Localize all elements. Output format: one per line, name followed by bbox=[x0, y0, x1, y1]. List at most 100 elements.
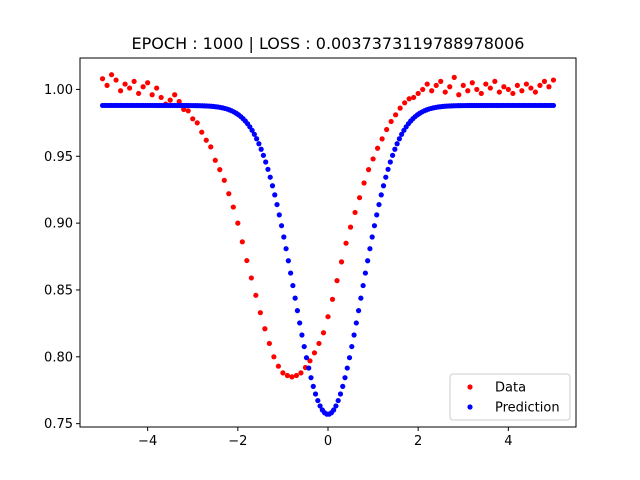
data-point bbox=[424, 81, 430, 87]
data-point bbox=[397, 105, 403, 111]
prediction-point bbox=[317, 403, 323, 409]
legend-box bbox=[449, 373, 571, 421]
data-point bbox=[347, 224, 354, 230]
data-point bbox=[262, 326, 268, 332]
data-point bbox=[420, 86, 426, 93]
prediction-point bbox=[362, 270, 368, 276]
prediction-point bbox=[281, 234, 287, 240]
x-tick-label: 0 bbox=[324, 434, 332, 449]
legend-label: Prediction bbox=[495, 401, 560, 416]
data-point bbox=[230, 204, 236, 210]
data-point bbox=[487, 85, 493, 91]
data-point bbox=[221, 177, 227, 183]
prediction-point bbox=[251, 131, 257, 137]
prediction-point bbox=[367, 246, 373, 252]
prediction-point bbox=[306, 365, 312, 371]
y-tick-label: 0.80 bbox=[44, 350, 73, 365]
prediction-point bbox=[278, 223, 285, 229]
prediction-point bbox=[387, 159, 393, 165]
data-point bbox=[167, 97, 173, 103]
x-tick-label: 4 bbox=[504, 434, 512, 449]
prediction-point bbox=[358, 295, 364, 301]
data-point bbox=[365, 167, 372, 173]
x-tick-label: −4 bbox=[138, 434, 157, 449]
data-point bbox=[293, 372, 300, 379]
data-point bbox=[338, 259, 345, 265]
data-point bbox=[415, 90, 421, 97]
data-point bbox=[176, 98, 182, 105]
data-point bbox=[149, 92, 155, 98]
data-point bbox=[203, 137, 209, 143]
data-point bbox=[546, 84, 552, 90]
y-tick-label: 0.95 bbox=[44, 150, 73, 165]
prediction-point bbox=[346, 355, 353, 361]
data-point bbox=[433, 82, 439, 89]
legend-marker bbox=[467, 404, 473, 410]
data-point bbox=[537, 82, 543, 89]
data-point bbox=[325, 314, 331, 320]
data-point bbox=[492, 78, 498, 84]
data-point bbox=[208, 144, 214, 150]
y-tick-label: 0.85 bbox=[44, 283, 73, 298]
prediction-point bbox=[360, 282, 366, 289]
data-point bbox=[172, 92, 178, 98]
data-point bbox=[217, 167, 223, 173]
data-point bbox=[311, 350, 318, 356]
prediction-point bbox=[349, 343, 355, 350]
data-point bbox=[393, 112, 399, 118]
data-point bbox=[438, 78, 444, 84]
data-point bbox=[505, 86, 511, 93]
prediction-point bbox=[351, 332, 357, 338]
data-point bbox=[99, 76, 106, 82]
prediction-point bbox=[315, 397, 321, 404]
data-point bbox=[136, 90, 142, 97]
data-point bbox=[316, 340, 322, 347]
prediction-point bbox=[299, 332, 305, 338]
y-tick-label: 1.00 bbox=[44, 83, 73, 98]
data-point bbox=[127, 85, 133, 91]
data-point bbox=[284, 372, 291, 379]
prediction-point bbox=[385, 166, 391, 172]
data-point bbox=[158, 94, 164, 101]
data-point bbox=[523, 81, 530, 87]
prediction-point bbox=[256, 141, 262, 147]
data-point bbox=[370, 156, 376, 162]
data-point bbox=[519, 88, 525, 94]
data-point bbox=[388, 118, 394, 125]
data-point bbox=[329, 296, 336, 302]
data-point bbox=[289, 374, 295, 380]
prediction-point bbox=[272, 192, 278, 198]
data-point bbox=[113, 77, 119, 83]
data-point bbox=[244, 257, 250, 264]
x-axis: −4 −2 0 2 4 bbox=[138, 427, 513, 449]
data-point bbox=[145, 80, 151, 86]
prediction-point bbox=[344, 365, 350, 371]
prediction-point bbox=[399, 131, 405, 137]
prediction-point bbox=[312, 391, 319, 397]
prediction-point bbox=[355, 308, 362, 314]
data-point bbox=[271, 354, 277, 360]
data-point bbox=[298, 370, 304, 376]
y-tick-label: 0.75 bbox=[44, 417, 73, 432]
data-point bbox=[514, 82, 520, 89]
prediction-point bbox=[283, 246, 289, 252]
prediction-point bbox=[249, 127, 255, 133]
prediction-point bbox=[308, 375, 314, 381]
data-point bbox=[352, 209, 358, 216]
y-axis: 0.75 0.80 0.85 0.90 0.95 1.00 bbox=[44, 83, 80, 432]
prediction-point bbox=[303, 355, 310, 361]
prediction-point bbox=[254, 136, 260, 142]
data-point bbox=[429, 88, 435, 94]
prediction-point bbox=[258, 146, 264, 152]
prediction-point bbox=[394, 141, 400, 147]
prediction-point bbox=[392, 146, 398, 152]
data-point bbox=[320, 330, 327, 336]
data-point bbox=[185, 108, 191, 114]
prediction-point bbox=[335, 397, 341, 404]
data-point bbox=[451, 74, 457, 80]
series-prediction-points bbox=[99, 102, 557, 417]
data-point bbox=[235, 220, 241, 226]
data-point bbox=[379, 136, 385, 142]
data-point bbox=[456, 92, 462, 98]
data-point bbox=[384, 126, 390, 133]
